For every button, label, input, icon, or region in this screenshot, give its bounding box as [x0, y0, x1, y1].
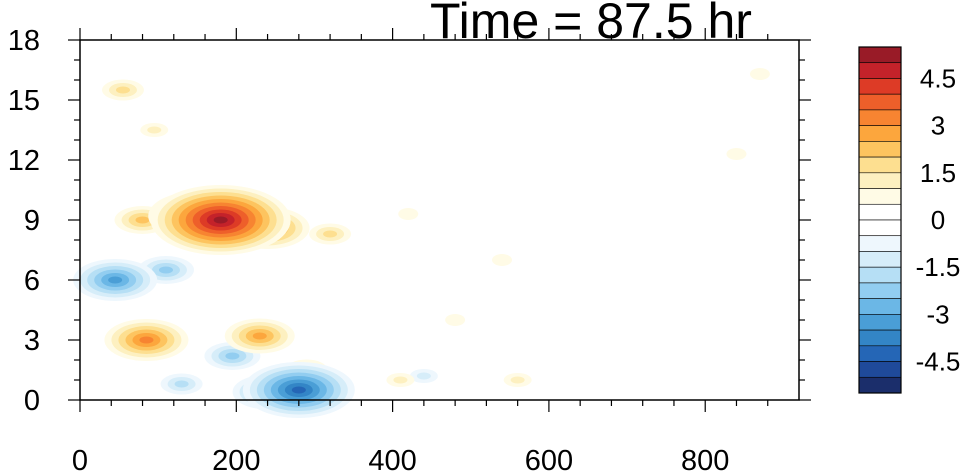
colorbar-label: -4.5 — [916, 347, 961, 377]
colorbar-swatch — [858, 93, 902, 111]
field-feature — [101, 79, 144, 101]
field-feature — [73, 259, 158, 301]
colorbar-swatch — [858, 172, 902, 189]
plot-field — [73, 68, 770, 418]
field-contour — [393, 376, 408, 384]
field-feature — [749, 68, 770, 80]
field-contour — [225, 352, 240, 360]
field-feature — [150, 185, 291, 255]
chart-title: Time = 87.5 hr — [430, 0, 752, 49]
y-tick-label: 6 — [24, 265, 40, 297]
colorbar-label: 4.5 — [920, 63, 956, 93]
field-contour — [749, 68, 770, 80]
colorbar-swatch — [858, 282, 902, 299]
field-contour — [492, 254, 513, 266]
colorbar-swatch — [858, 46, 902, 64]
colorbar-label: 1.5 — [920, 158, 956, 188]
y-tick-label: 9 — [24, 205, 40, 237]
field-contour — [139, 336, 154, 344]
colorbar-swatch — [858, 141, 902, 158]
colorbar-swatch — [858, 62, 902, 79]
y-tick-label: 15 — [8, 85, 40, 117]
field-contour — [445, 314, 466, 326]
colorbar-swatch — [858, 203, 902, 221]
colorbar-swatch — [858, 125, 902, 142]
field-feature — [386, 373, 415, 387]
field-feature — [140, 123, 169, 137]
field-feature — [104, 319, 189, 361]
colorbar-swatch — [858, 109, 902, 126]
field-contour — [158, 266, 173, 274]
field-contour — [108, 276, 123, 284]
field-feature — [726, 148, 747, 160]
colorbar-frame — [858, 46, 902, 394]
colorbar-swatch — [858, 314, 902, 331]
y-tick-label: 0 — [24, 385, 40, 417]
field-contour — [252, 332, 267, 340]
field-feature — [309, 223, 352, 245]
x-tick-label: 600 — [525, 445, 573, 473]
x-axis: 0 200 400 600 800 — [72, 28, 769, 473]
colorbar-swatch — [858, 219, 902, 237]
field-contour — [135, 216, 150, 224]
x-tick-label: 0 — [72, 445, 88, 473]
y-tick-label: 12 — [8, 145, 40, 177]
x-tick-label: 200 — [212, 445, 260, 473]
y-tick-label: 3 — [24, 325, 40, 357]
colorbar: 4.5 3 1.5 0 -1.5 -3 -4.5 — [858, 46, 961, 394]
colorbar-swatch — [858, 329, 902, 347]
colorbar-swatch — [858, 376, 902, 394]
field-contour — [726, 148, 747, 160]
x-tick-label: 800 — [681, 445, 729, 473]
field-contour — [416, 372, 431, 380]
colorbar-label: 0 — [931, 205, 945, 235]
colorbar-swatch — [858, 188, 902, 205]
colorbar-label: -1.5 — [916, 252, 961, 282]
field-contour — [115, 86, 130, 94]
field-feature — [503, 373, 532, 387]
colorbar-swatch — [858, 156, 902, 174]
colorbar-swatch — [858, 235, 902, 252]
y-axis: 0 3 6 9 12 15 18 — [8, 25, 811, 417]
field-contour — [510, 376, 525, 384]
colorbar-swatch — [858, 298, 902, 315]
y-tick-label: 18 — [8, 25, 40, 57]
colorbar-swatch — [858, 251, 902, 268]
field-feature — [160, 373, 203, 395]
field-feature — [445, 314, 466, 326]
field-contour — [174, 380, 189, 388]
colorbar-label: 3 — [931, 111, 945, 141]
field-contour — [291, 386, 306, 394]
colorbar-swatch — [858, 361, 902, 378]
colorbar-swatch — [858, 78, 902, 95]
colorbar-swatch — [858, 345, 902, 362]
field-feature — [492, 254, 513, 266]
field-contour — [147, 126, 162, 134]
field-contour — [398, 208, 419, 220]
colorbar-label: -3 — [926, 299, 949, 329]
field-contour — [213, 216, 228, 224]
field-feature — [409, 369, 438, 383]
field-feature — [242, 362, 355, 418]
field-feature — [224, 318, 295, 354]
colorbar-swatch — [858, 266, 902, 284]
field-feature — [398, 208, 419, 220]
field-contour — [323, 230, 338, 238]
x-tick-label: 400 — [368, 445, 416, 473]
